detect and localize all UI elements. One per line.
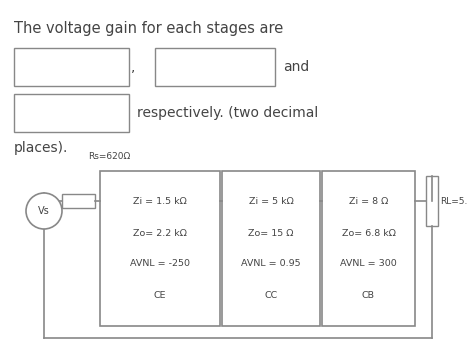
Bar bbox=[14, 94, 129, 132]
Text: Zi = 5 kΩ: Zi = 5 kΩ bbox=[248, 198, 293, 206]
Text: The voltage gain for each stages are: The voltage gain for each stages are bbox=[14, 21, 283, 36]
Bar bbox=[100, 171, 220, 326]
Circle shape bbox=[26, 193, 62, 229]
Text: Zi = 1.5 kΩ: Zi = 1.5 kΩ bbox=[133, 198, 187, 206]
Text: ,: , bbox=[131, 60, 135, 74]
Text: Zo= 15 Ω: Zo= 15 Ω bbox=[248, 229, 294, 237]
Text: AVNL = 0.95: AVNL = 0.95 bbox=[241, 260, 301, 268]
Bar bbox=[322, 171, 415, 326]
Bar bbox=[426, 176, 438, 226]
Text: places).: places). bbox=[14, 141, 68, 155]
Text: AVNL = 300: AVNL = 300 bbox=[340, 260, 397, 268]
Text: AVNL = -250: AVNL = -250 bbox=[130, 260, 190, 268]
Text: Zo= 2.2 kΩ: Zo= 2.2 kΩ bbox=[133, 229, 187, 237]
Bar bbox=[14, 48, 129, 86]
Text: CB: CB bbox=[362, 290, 375, 299]
Text: CC: CC bbox=[264, 290, 277, 299]
Text: CE: CE bbox=[154, 290, 166, 299]
Text: Rs=620Ω: Rs=620Ω bbox=[88, 152, 130, 161]
Text: RL=5.6kΩ: RL=5.6kΩ bbox=[440, 197, 467, 205]
Text: Zi = 8 Ω: Zi = 8 Ω bbox=[349, 198, 388, 206]
Text: and: and bbox=[283, 60, 309, 74]
Bar bbox=[155, 48, 275, 86]
Text: Vs: Vs bbox=[38, 206, 50, 216]
Bar bbox=[222, 171, 320, 326]
Text: respectively. (two decimal: respectively. (two decimal bbox=[137, 106, 318, 120]
Bar bbox=[62, 194, 95, 208]
Text: Zo= 6.8 kΩ: Zo= 6.8 kΩ bbox=[341, 229, 396, 237]
